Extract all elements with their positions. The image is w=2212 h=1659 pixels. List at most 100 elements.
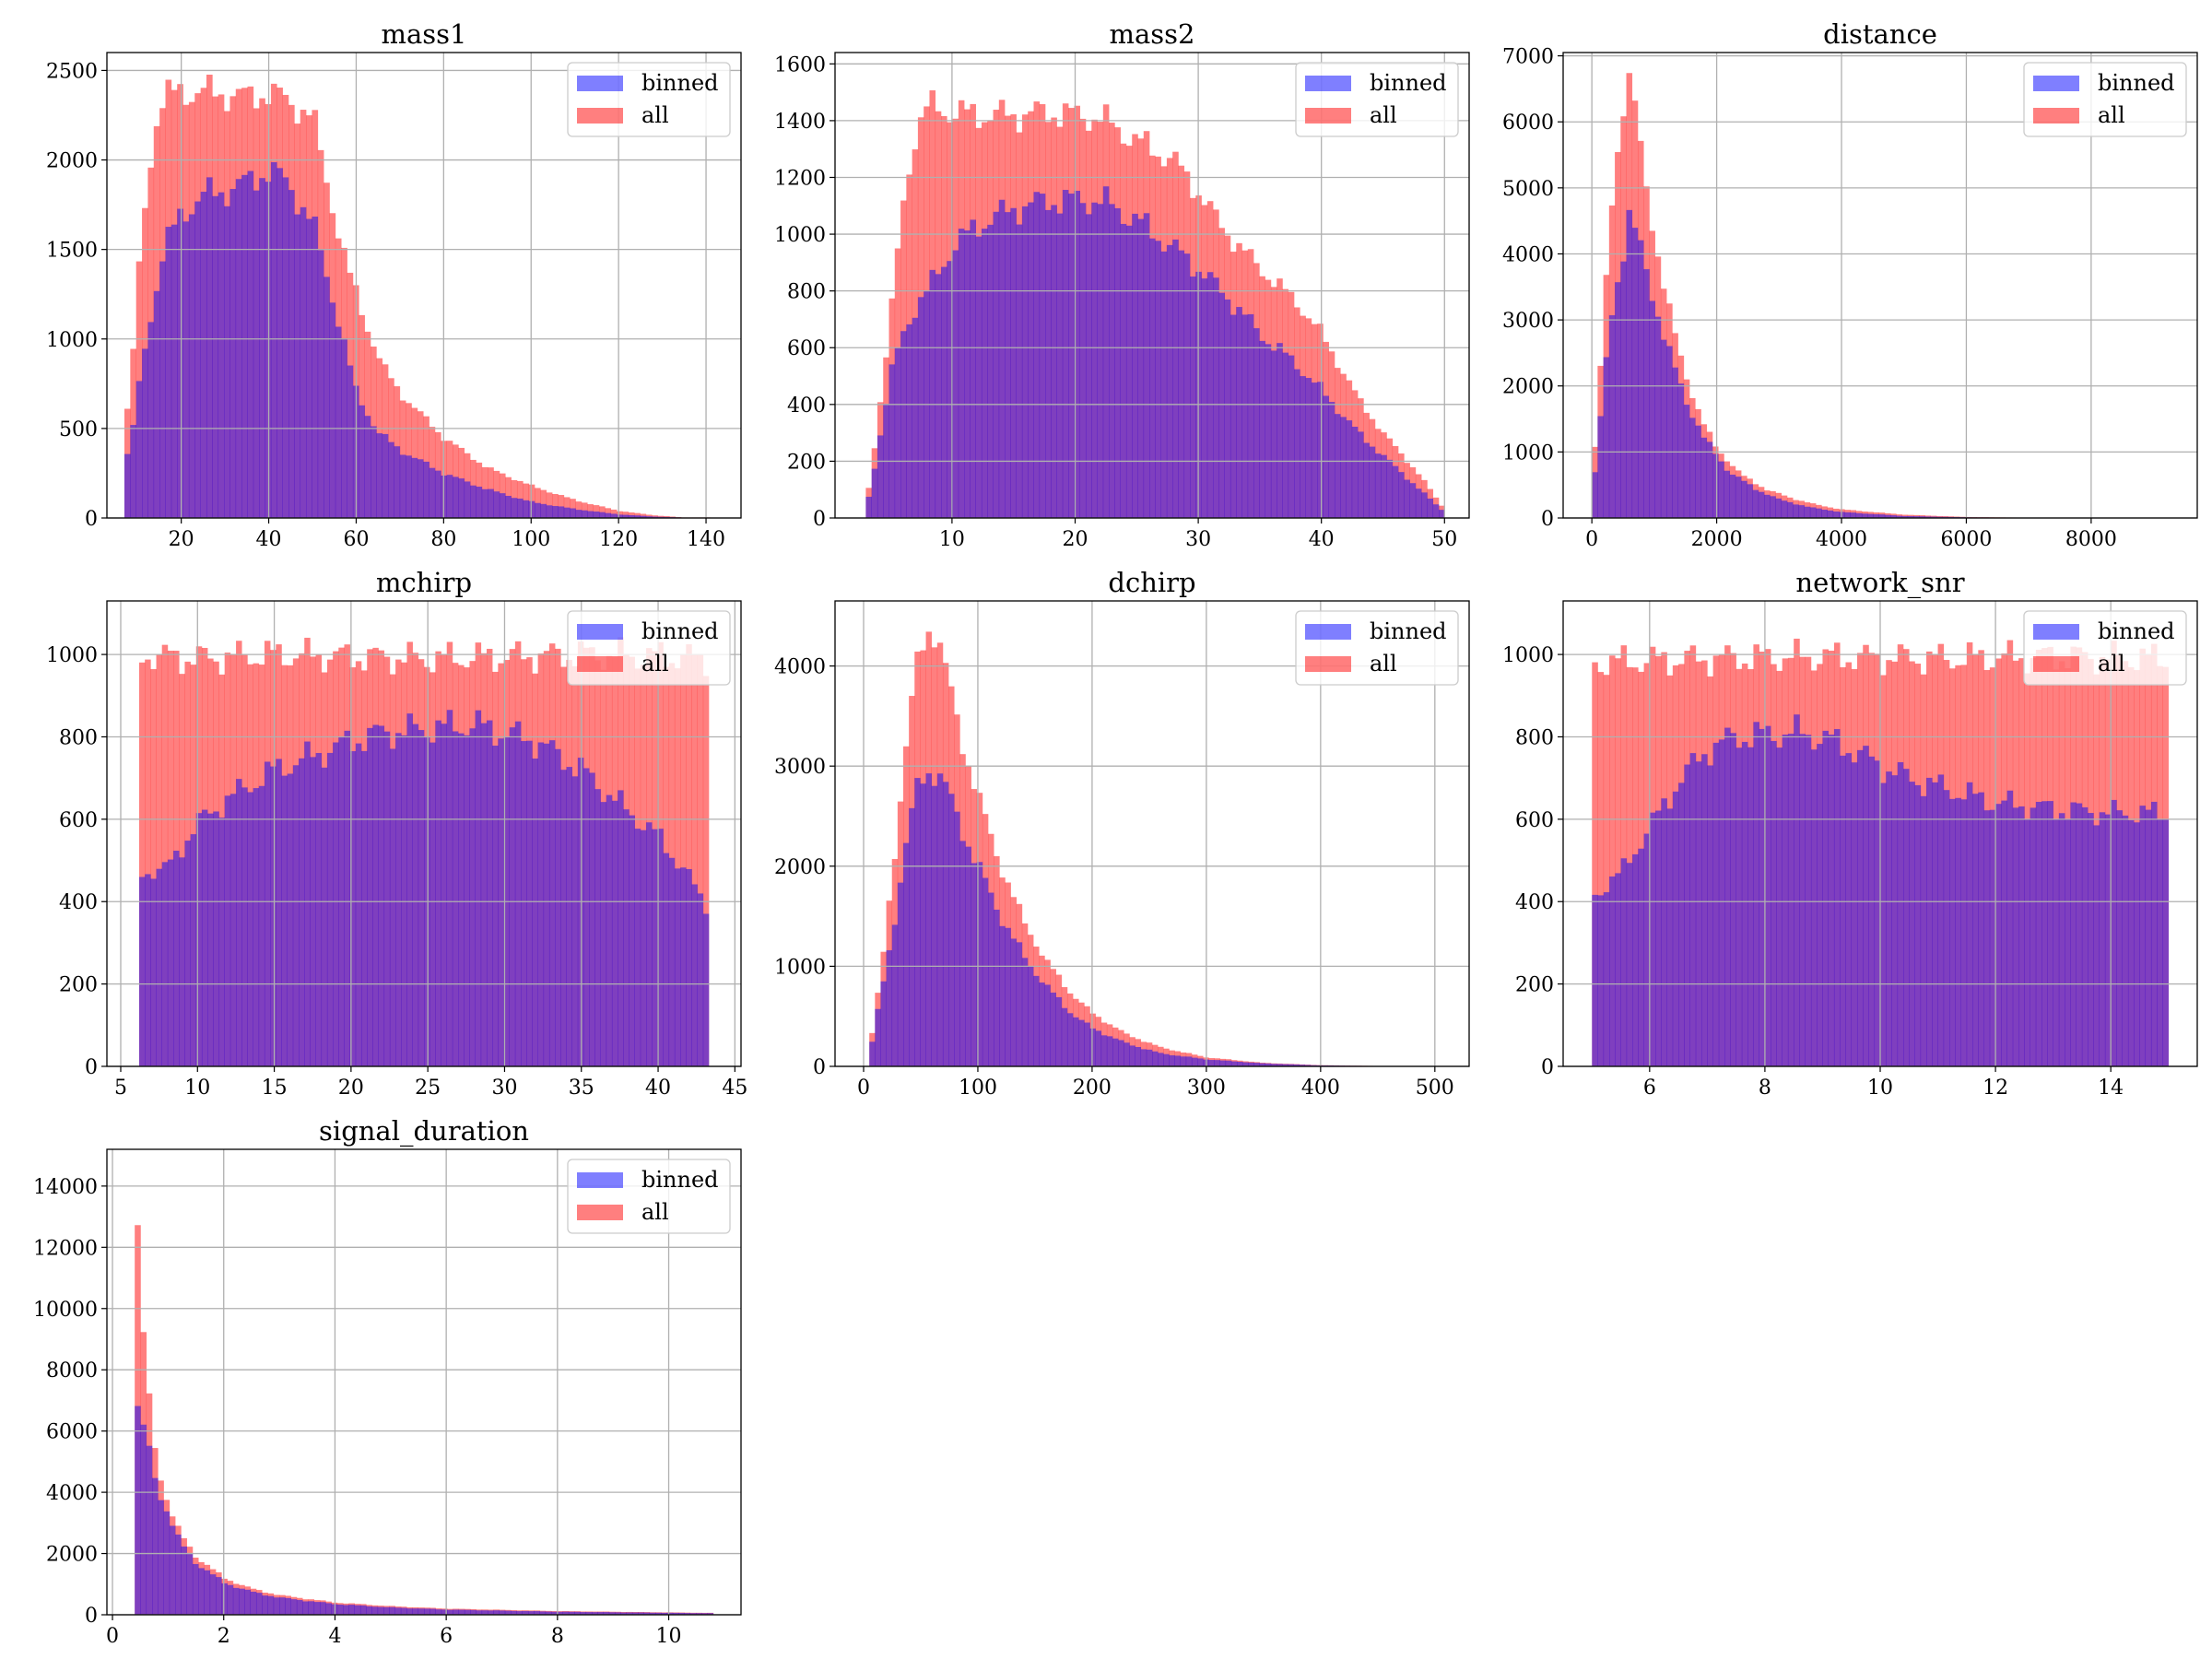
- bar-binned: [1805, 735, 1812, 1066]
- bar-binned: [1140, 1049, 1147, 1066]
- bar-binned: [1840, 755, 1846, 1066]
- bar-binned: [1786, 501, 1794, 518]
- bar-binned: [1106, 1036, 1113, 1066]
- bar-binned: [371, 1606, 379, 1615]
- bar-all: [617, 511, 623, 518]
- legend-swatch-all: [2033, 108, 2079, 124]
- bar-binned: [276, 168, 283, 519]
- bar-binned: [355, 743, 362, 1066]
- legend-label-binned: binned: [2098, 70, 2175, 96]
- bar-binned: [1178, 250, 1185, 518]
- bar-binned: [348, 1605, 355, 1615]
- bar-binned: [1822, 730, 1830, 1066]
- bar-binned: [1039, 194, 1046, 518]
- bar-binned: [691, 884, 698, 1066]
- bar-binned: [2024, 818, 2030, 1066]
- bar-binned: [623, 809, 629, 1066]
- bar-binned: [359, 1605, 367, 1615]
- bar-binned: [2018, 806, 2025, 1066]
- y-tick-label: 0: [85, 1605, 98, 1628]
- y-tick-label: 7000: [1502, 46, 1554, 69]
- bar-binned: [1374, 453, 1382, 518]
- bar-binned: [1758, 491, 1765, 518]
- bar-binned: [1868, 756, 1876, 1066]
- bar-binned: [2127, 819, 2135, 1066]
- bar-binned: [2088, 813, 2094, 1066]
- bar-binned: [1884, 514, 1891, 518]
- bar-binned: [581, 510, 588, 518]
- bar-binned: [1125, 225, 1133, 518]
- bar-binned: [140, 1424, 147, 1615]
- bar-binned: [1340, 417, 1347, 518]
- legend-swatch-binned: [1305, 624, 1351, 640]
- bar-binned: [135, 1406, 141, 1615]
- bar-binned: [1741, 480, 1747, 518]
- bar-binned: [464, 1609, 471, 1615]
- bar-binned: [336, 1604, 344, 1615]
- bar-binned: [388, 441, 394, 518]
- bar-binned: [152, 1477, 159, 1615]
- bar-binned: [1890, 515, 1897, 518]
- bar-binned: [1237, 1061, 1243, 1066]
- series-binned: [124, 161, 712, 519]
- x-tick-label: 100: [959, 1077, 997, 1100]
- bar-binned: [999, 925, 1006, 1066]
- legend-swatch-binned: [2033, 624, 2079, 640]
- bar-binned: [1129, 1045, 1135, 1066]
- bar-binned: [1684, 764, 1690, 1066]
- bar-binned: [964, 230, 971, 518]
- bar-binned: [1219, 1060, 1227, 1066]
- bar-binned: [2058, 813, 2065, 1066]
- bar-binned: [198, 1568, 205, 1615]
- bar-binned: [476, 1610, 483, 1615]
- bar-binned: [1851, 762, 1858, 1066]
- bar-binned: [1821, 509, 1828, 518]
- bar-binned: [1638, 848, 1644, 1066]
- bar-binned: [324, 276, 330, 518]
- bar-binned: [617, 514, 623, 518]
- bar-binned: [173, 851, 180, 1066]
- y-tick-label: 14000: [33, 1176, 98, 1199]
- bar-binned: [499, 1610, 506, 1615]
- bar-binned: [1061, 1007, 1068, 1066]
- bar-binned: [1712, 742, 1720, 1066]
- x-tick-label: 400: [1301, 1077, 1340, 1100]
- bar-binned: [2006, 790, 2014, 1066]
- bar-binned: [1346, 420, 1353, 518]
- y-tick-label: 6000: [46, 1421, 98, 1444]
- bar-binned: [253, 788, 260, 1066]
- bar-binned: [514, 721, 522, 1066]
- bar-binned: [1782, 735, 1789, 1066]
- series-binned: [135, 1406, 714, 1615]
- legend-label-all: all: [641, 102, 669, 128]
- bar-all: [535, 488, 541, 518]
- bar-binned: [1259, 340, 1265, 518]
- bar-binned: [1752, 489, 1759, 518]
- bar-binned: [610, 513, 618, 518]
- bar-binned: [568, 1611, 575, 1615]
- bar-binned: [1706, 441, 1713, 518]
- bar-binned: [300, 206, 307, 518]
- bar-binned: [313, 1602, 321, 1615]
- y-tick-label: 3000: [1502, 310, 1554, 333]
- x-tick-label: 8000: [2065, 528, 2117, 551]
- bar-binned: [1886, 771, 1892, 1066]
- x-tick-label: 2000: [1691, 528, 1743, 551]
- bar-binned: [130, 425, 136, 518]
- bar-binned: [135, 381, 143, 518]
- bar-binned: [1265, 344, 1272, 518]
- x-tick-label: 30: [1185, 528, 1211, 551]
- bar-binned: [1683, 405, 1690, 518]
- bar-binned: [1051, 205, 1057, 518]
- bar-binned: [354, 1605, 361, 1615]
- bar-all: [1615, 658, 1621, 1066]
- bar-binned: [1135, 1046, 1142, 1066]
- bar-binned: [247, 792, 253, 1066]
- bar-binned: [1775, 498, 1783, 518]
- axes-frame: [106, 1148, 742, 1616]
- bar-binned: [206, 177, 213, 518]
- bar-binned: [1334, 414, 1341, 518]
- bar-binned: [1810, 749, 1818, 1066]
- bar-binned: [652, 516, 658, 518]
- bar-binned: [493, 1610, 500, 1615]
